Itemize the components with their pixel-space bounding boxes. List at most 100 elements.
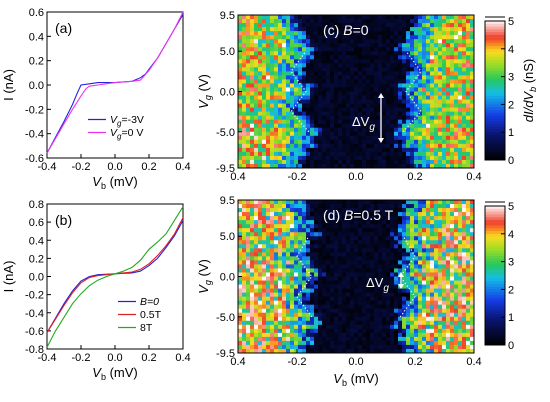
heatmap-cell [406, 127, 411, 133]
heatmap-cell [430, 103, 435, 109]
heatmap-cell [346, 320, 351, 326]
heatmap-cell [418, 27, 423, 32]
heatmap-cell [262, 224, 267, 229]
heatmap-cell [394, 91, 399, 96]
heatmap-cell [266, 312, 271, 318]
heatmap-cell [362, 308, 367, 314]
heatmap-cell [470, 228, 475, 233]
heatmap-cell [326, 119, 331, 125]
heatmap-cell [442, 300, 447, 306]
heatmap-cell [278, 107, 283, 113]
heatmap-cell [362, 147, 367, 153]
heatmap-cell [390, 23, 395, 28]
heatmap-cell [430, 115, 435, 121]
heatmap-cell [270, 252, 275, 257]
heatmap-cell [370, 119, 375, 125]
heatmap-cell [338, 284, 343, 289]
heatmap-cell [466, 119, 471, 125]
heatmap-cell [370, 268, 375, 273]
heatmap-cell [374, 95, 379, 100]
heatmap-cell [262, 280, 267, 285]
heatmap-cell [342, 244, 347, 249]
colorbar-segment [485, 281, 505, 285]
heatmap-cell [254, 55, 259, 60]
heatmap-cell [438, 35, 443, 40]
heatmap-cell [314, 103, 319, 109]
heatmap-cell [322, 27, 327, 32]
heatmap-cell [294, 163, 299, 169]
heatmap-cell [366, 328, 371, 334]
heatmap-cell [394, 232, 399, 237]
heatmap-cell [466, 75, 471, 80]
heatmap-cell [346, 224, 351, 229]
heatmap-cell [266, 340, 271, 346]
y-tick-label: 0.2 [29, 253, 44, 265]
heatmap-cell [238, 91, 243, 96]
heatmap-cell [410, 340, 415, 346]
heatmap-cell [282, 248, 287, 253]
heatmap-cell [430, 204, 435, 209]
heatmap-cell [290, 264, 295, 269]
heatmap-cell [362, 260, 367, 265]
heatmap-cell [314, 35, 319, 40]
heatmap-cell [242, 59, 247, 64]
heatmap-cell [454, 155, 459, 161]
heatmap-cell [274, 135, 279, 141]
colorbar-segment [485, 65, 505, 69]
heatmap-cell [422, 208, 427, 213]
heatmap-cell [262, 300, 267, 306]
heatmap-cell [414, 15, 419, 20]
heatmap-cell [370, 264, 375, 269]
heatmap-cell [418, 107, 423, 113]
heatmap-cell [406, 15, 411, 20]
heatmap-cell [426, 252, 431, 257]
heatmap-cell [306, 47, 311, 52]
heatmap-cell [250, 43, 255, 48]
heatmap-cell [390, 240, 395, 245]
heatmap-cell [382, 159, 387, 165]
heatmap-cell [330, 260, 335, 265]
heatmap-cell [346, 340, 351, 346]
heatmap-cell [470, 155, 475, 161]
heatmap-cell [330, 63, 335, 68]
heatmap-cell [254, 296, 259, 302]
colorbar-segment [485, 225, 505, 229]
heatmap-cell [394, 244, 399, 249]
heatmap-cell [294, 139, 299, 145]
heatmap-cell [430, 107, 435, 113]
heatmap-cell [446, 284, 451, 289]
heatmap-cell [462, 115, 467, 121]
heatmap-cell [390, 244, 395, 249]
heatmap-cell [410, 63, 415, 68]
heatmap-cell [458, 147, 463, 153]
heatmap-cell [314, 296, 319, 302]
heatmap-cell [434, 272, 439, 277]
heatmap-cell [418, 103, 423, 109]
heatmap-cell [446, 111, 451, 117]
heatmap-cell [382, 39, 387, 44]
heatmap-cell [386, 340, 391, 346]
heatmap-cell [390, 59, 395, 64]
heatmap-cell [350, 240, 355, 245]
heatmap-cell [358, 159, 363, 165]
heatmap-cell [374, 119, 379, 125]
heatmap-cell [414, 344, 419, 350]
heatmap-cell [390, 272, 395, 277]
heatmap-cell [390, 256, 395, 261]
heatmap-cell [294, 312, 299, 318]
heatmap-cell [374, 284, 379, 289]
heatmap-cell [402, 344, 407, 350]
heatmap-cell [262, 248, 267, 253]
heatmap-cell [394, 19, 399, 24]
heatmap-cell [370, 332, 375, 338]
heatmap-cell [250, 63, 255, 68]
heatmap-cell [290, 107, 295, 113]
heatmap-cell [390, 135, 395, 141]
heatmap-cell [254, 312, 259, 318]
heatmap-cell [438, 248, 443, 253]
heatmap-cell [334, 79, 339, 84]
heatmap-cell [254, 51, 259, 56]
heatmap-cell [426, 55, 431, 60]
heatmap-cell [450, 59, 455, 64]
